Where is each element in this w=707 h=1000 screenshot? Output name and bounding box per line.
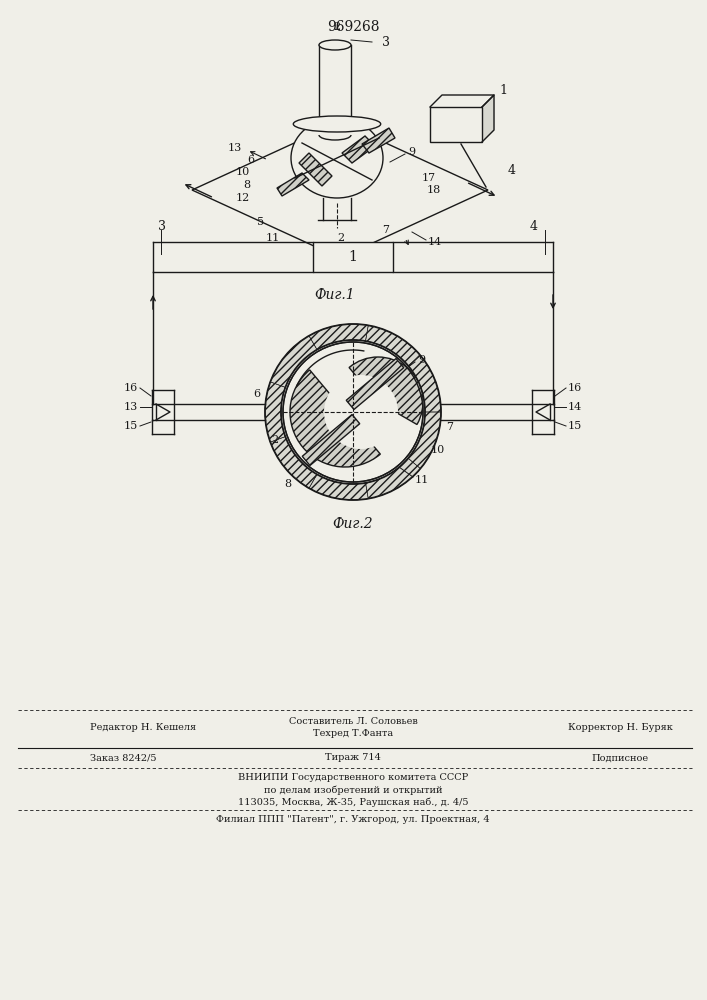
Text: 1: 1	[499, 84, 507, 97]
Text: 5: 5	[257, 217, 264, 227]
Wedge shape	[338, 483, 368, 500]
Wedge shape	[389, 336, 421, 366]
Text: 3: 3	[158, 221, 166, 233]
Wedge shape	[408, 437, 436, 469]
Text: 9: 9	[408, 147, 415, 157]
Text: 2: 2	[271, 435, 278, 445]
Wedge shape	[270, 355, 298, 387]
Wedge shape	[338, 324, 368, 341]
Text: β: β	[344, 422, 350, 432]
Wedge shape	[366, 474, 397, 499]
Text: 8: 8	[243, 180, 250, 190]
Polygon shape	[430, 95, 494, 107]
Bar	[430, 107, 482, 142]
Text: 16: 16	[568, 383, 583, 393]
Ellipse shape	[319, 40, 351, 50]
Text: 3: 3	[382, 35, 390, 48]
Polygon shape	[277, 173, 309, 196]
Text: Тираж 714: Тираж 714	[325, 754, 381, 762]
Text: 6: 6	[247, 155, 254, 165]
Text: 15: 15	[568, 421, 583, 431]
Text: 6: 6	[253, 389, 260, 399]
Ellipse shape	[291, 118, 383, 198]
Text: α: α	[359, 395, 367, 405]
Wedge shape	[270, 437, 298, 469]
Polygon shape	[482, 95, 494, 142]
Text: 9: 9	[418, 355, 425, 365]
Polygon shape	[362, 128, 395, 153]
Wedge shape	[309, 474, 341, 499]
Ellipse shape	[293, 116, 380, 132]
Polygon shape	[303, 415, 360, 465]
Text: 10: 10	[431, 445, 445, 455]
Circle shape	[283, 342, 423, 482]
Wedge shape	[290, 370, 380, 467]
Text: 14: 14	[568, 402, 583, 412]
Text: Фиг.2: Фиг.2	[333, 517, 373, 531]
Text: 1: 1	[349, 250, 358, 264]
Text: 1: 1	[351, 355, 358, 365]
Text: 113035, Москва, Ж-35, Раушская наб., д. 4/5: 113035, Москва, Ж-35, Раушская наб., д. …	[238, 797, 468, 807]
Text: 11: 11	[415, 475, 429, 485]
Wedge shape	[286, 458, 317, 488]
Text: Корректор Н. Буряк: Корректор Н. Буряк	[568, 724, 672, 732]
Text: Филиал ППП "Патент", г. Ужгород, ул. Проектная, 4: Филиал ППП "Патент", г. Ужгород, ул. Про…	[216, 816, 490, 824]
Text: 4: 4	[508, 163, 516, 176]
Polygon shape	[342, 136, 375, 163]
Text: 2: 2	[337, 233, 344, 243]
Text: 17: 17	[422, 173, 436, 183]
Text: Заказ 8242/5: Заказ 8242/5	[90, 754, 156, 762]
Wedge shape	[389, 458, 421, 488]
Text: 16: 16	[124, 383, 138, 393]
Text: 11: 11	[266, 233, 280, 243]
Polygon shape	[346, 359, 404, 409]
Text: 7: 7	[446, 422, 453, 432]
Wedge shape	[366, 325, 397, 350]
Text: 13: 13	[124, 402, 138, 412]
Wedge shape	[309, 325, 341, 350]
Wedge shape	[286, 336, 317, 366]
Text: 969268: 969268	[327, 20, 379, 34]
Text: 10: 10	[235, 167, 250, 177]
Wedge shape	[265, 412, 286, 442]
Text: 12: 12	[235, 193, 250, 203]
Text: Подписное: Подписное	[592, 754, 648, 762]
Text: ВНИИПИ Государственного комитета СССР: ВНИИПИ Государственного комитета СССР	[238, 774, 468, 782]
Bar	[313, 242, 393, 272]
Wedge shape	[265, 382, 286, 412]
Wedge shape	[408, 355, 436, 387]
Text: по делам изобретений и открытий: по делам изобретений и открытий	[264, 785, 443, 795]
Circle shape	[324, 375, 398, 449]
Wedge shape	[349, 357, 423, 424]
Text: 2: 2	[334, 22, 341, 32]
Text: 15: 15	[124, 421, 138, 431]
Text: 8: 8	[284, 479, 291, 489]
Text: Фиг.1: Фиг.1	[315, 288, 356, 302]
Text: 18: 18	[427, 185, 441, 195]
Text: Составитель Л. Соловьев: Составитель Л. Соловьев	[288, 718, 417, 726]
Text: 14: 14	[428, 237, 443, 247]
Wedge shape	[421, 382, 441, 412]
Text: Редактор Н. Кешеля: Редактор Н. Кешеля	[90, 724, 196, 732]
Circle shape	[333, 380, 387, 434]
Text: 13: 13	[228, 143, 242, 153]
Text: 4: 4	[530, 221, 538, 233]
Text: Техред Т.Фанта: Техред Т.Фанта	[313, 730, 393, 738]
Polygon shape	[299, 153, 332, 186]
Text: 7: 7	[382, 225, 389, 235]
Wedge shape	[421, 412, 441, 442]
